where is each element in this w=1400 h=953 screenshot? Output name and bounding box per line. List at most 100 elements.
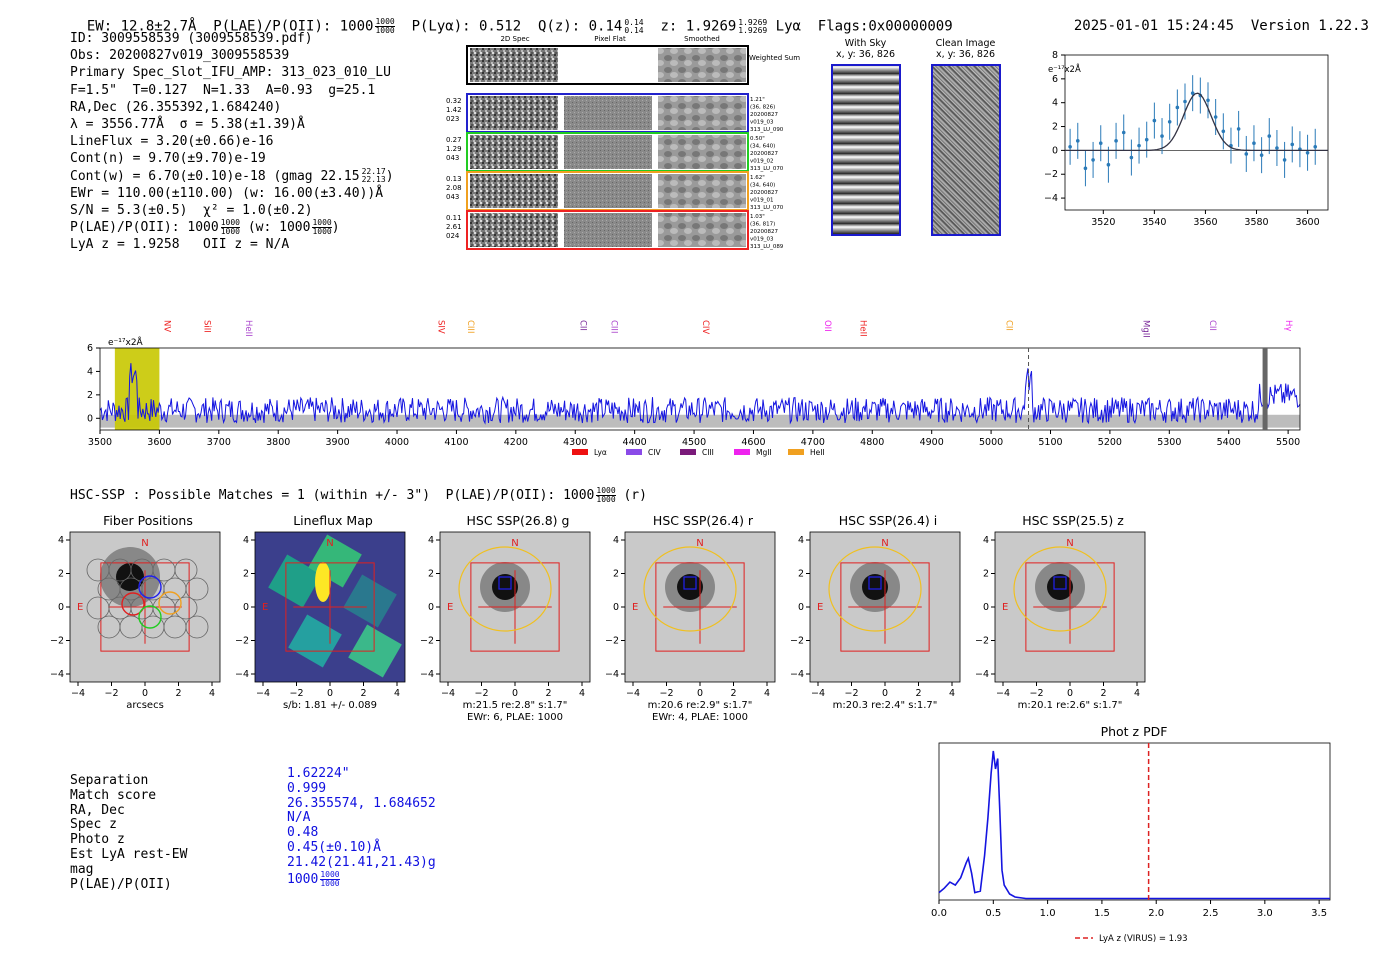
north-label: N <box>141 538 148 549</box>
info-lyaz: LyA z = 1.9258 OII z = N/A <box>70 237 290 253</box>
panel-ytick-label: −4 <box>235 669 249 680</box>
cutout-right-label: (36, 817) <box>750 222 775 228</box>
spec-xtick-label: 4200 <box>504 437 528 448</box>
info-lambda: λ = 3556.77Å σ = 5.38(±1.39)Å <box>70 117 305 133</box>
lineflux-patch <box>348 624 402 678</box>
header-plae: P(LAE)/P(OII): 1000 <box>213 18 374 35</box>
cutout-right-label: 0.50" <box>750 136 765 142</box>
panel-caption-2: EWr: 4, PLAE: 1000 <box>652 712 748 723</box>
cutout-right-label: v019_02 <box>750 159 774 165</box>
spec-xtick-label: 4700 <box>801 437 825 448</box>
info-id: ID: 3009558539 (3009558539.pdf) <box>70 31 313 46</box>
fiber-circle <box>174 596 198 620</box>
source-core <box>116 563 144 591</box>
panel-image: N E −4 −2 0 2 4 4 2 0 −2 −4 m:20.1 re:2.6" s:1.7" <box>975 531 1146 711</box>
cutout-row-frame <box>466 210 749 250</box>
cutout-right-label: 313_LU_070 <box>750 205 784 211</box>
match-key: Spec z <box>70 817 117 833</box>
cutout-smooth <box>658 174 746 208</box>
spec-xtick-label: 3800 <box>266 437 290 448</box>
panel-xtick-label: 2 <box>175 688 181 699</box>
zoom-xtick-label: 3560 <box>1193 217 1217 228</box>
search-box <box>1025 562 1115 652</box>
panel-ytick-label: 4 <box>428 535 434 546</box>
panel-ytick-label: 4 <box>798 535 804 546</box>
spec-xtick-label: 4400 <box>623 437 647 448</box>
spec-xtick-label: 5100 <box>1038 437 1062 448</box>
col-smoothed: Smoothed <box>684 35 720 43</box>
panel-caption: m:20.1 re:2.6" s:1.7" <box>1018 700 1123 711</box>
cutout-right-label: (34, 640) <box>750 183 775 189</box>
panel-ytick-label: 2 <box>798 569 804 580</box>
panel-xtick-label: 0 <box>1067 688 1073 699</box>
match-value: 0.48 <box>287 825 319 841</box>
panel-ytick-label: −4 <box>50 669 64 680</box>
info-ewr: EWr = 110.00(±110.00) (w: 16.00(±3.40))Å <box>70 185 384 201</box>
match-value: 26.355574, 1.684652 <box>287 795 436 811</box>
search-box <box>655 562 745 652</box>
zoom-xtick-label: 3540 <box>1142 217 1166 228</box>
photz-xtick-label: 3.0 <box>1257 908 1273 919</box>
panel-xtick-label: 4 <box>949 688 955 699</box>
cutout-left-label: 1.42 <box>446 106 462 114</box>
cutout-2d <box>470 174 558 208</box>
panel-title: Lineflux Map <box>293 513 373 528</box>
clean-image-title: Clean Image x, y: 36, 826 <box>935 38 996 60</box>
east-label: E <box>447 602 453 613</box>
spec-line-marker: SiII <box>201 320 211 333</box>
spec-ytick-label: 0 <box>87 413 93 424</box>
aperture-ellipse <box>828 546 922 632</box>
panel-ytick-label: 4 <box>243 535 249 546</box>
header-qz: Q(z): 0.14 <box>538 18 623 35</box>
zoom-point <box>1175 105 1180 110</box>
panel-ytick-label: −2 <box>235 636 249 647</box>
zoom-point <box>1121 130 1126 135</box>
cutout-2d <box>470 135 558 169</box>
cutout-left-label: 043 <box>446 193 459 201</box>
zoom-ytick-label: 8 <box>1052 50 1058 61</box>
panel-caption: m:20.6 re:2.9" s:1.7" <box>648 700 753 711</box>
panel-xtick-label: 4 <box>764 688 770 699</box>
spec-legend-label: CIV <box>648 448 661 457</box>
zoom-point <box>1252 141 1256 146</box>
match-key: RA, Dec <box>70 802 125 818</box>
spec-legend-swatch <box>626 449 642 455</box>
panel-caption: arcsecs <box>126 700 164 711</box>
spec-legend-swatch <box>734 449 750 455</box>
spec-legend-swatch <box>788 449 804 455</box>
match-title: HSC-SSP : Possible Matches = 1 (within +… <box>70 486 647 504</box>
header-plya: P(Lyα): 0.512 <box>411 18 522 35</box>
weighted-sum-label: Weighted Sum <box>749 54 800 62</box>
panel-xtick-label: 4 <box>209 688 215 699</box>
version: Version 1.22.3 <box>1250 18 1369 34</box>
zoom-point <box>1098 141 1103 146</box>
cutout-right-label: 20200827 <box>750 229 778 235</box>
panel-caption: m:21.5 re:2.8" s:1.7" <box>463 700 568 711</box>
with-sky-title: With Sky x, y: 36, 826 <box>835 38 896 60</box>
spec-xtick-label: 4000 <box>385 437 409 448</box>
cutout-right-label: 313_LU_070 <box>750 166 784 172</box>
aperture-box <box>868 576 882 590</box>
aperture-box <box>683 576 697 590</box>
cutout-2d <box>470 96 558 130</box>
panel-ytick-label: 0 <box>243 602 249 613</box>
aperture-ellipse <box>1013 546 1107 632</box>
panel-ytick-label: 0 <box>798 602 804 613</box>
info-sn: S/N = 5.3(±0.5) χ² = 1.0(±0.2) <box>70 203 313 219</box>
cutout-right-label: (36, 826) <box>750 105 775 111</box>
north-label: N <box>696 538 703 549</box>
aperture-box <box>498 576 512 590</box>
zoom-point <box>1106 162 1111 167</box>
zoom-xtick-label: 3520 <box>1091 217 1115 228</box>
cutout-right-label: 20200827 <box>750 190 778 196</box>
north-label: N <box>326 538 333 549</box>
spec-line-marker: HeII <box>243 320 253 337</box>
panel-title: HSC SSP(25.5) z <box>1022 513 1124 528</box>
info-radec: RA,Dec (26.355392,1.684240) <box>70 99 282 115</box>
panel-title: HSC SSP(26.8) g <box>466 513 570 528</box>
cutout-smooth <box>658 135 746 169</box>
fiber-highlight <box>138 575 162 599</box>
zoom-point <box>1152 118 1157 123</box>
spec-plot: 3500 3600 3700 3800 3900 4000 4100 4200 4300 4400… <box>87 320 1301 457</box>
